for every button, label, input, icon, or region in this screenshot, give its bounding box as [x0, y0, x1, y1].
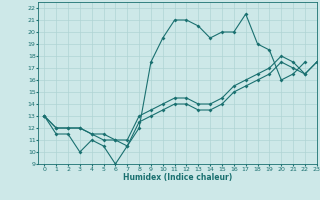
- X-axis label: Humidex (Indice chaleur): Humidex (Indice chaleur): [123, 173, 232, 182]
